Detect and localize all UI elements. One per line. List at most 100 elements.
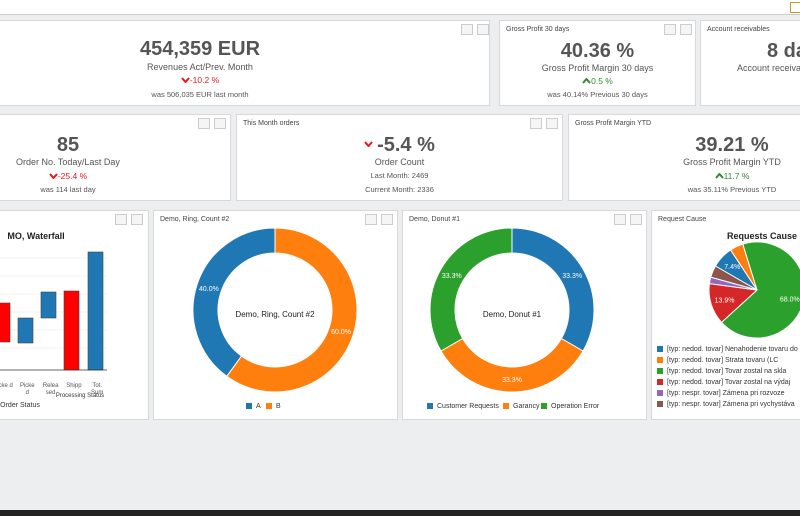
group-label: Processing Status: [56, 393, 104, 399]
kpi-note: was 114 last day: [40, 185, 96, 194]
x-tick-label: Relea sed: [42, 383, 59, 396]
legend-swatch: [657, 368, 663, 374]
legend-text[interactable]: B: [276, 403, 281, 410]
taskbar: [0, 510, 800, 516]
collapse-button[interactable]: [198, 118, 210, 129]
legend-text[interactable]: A: [256, 403, 261, 410]
slice: [429, 227, 513, 352]
expand-button[interactable]: [546, 118, 558, 129]
slice: [192, 227, 276, 378]
legend-swatch: [427, 403, 433, 409]
legend-swatch: [657, 357, 663, 363]
legend-text[interactable]: [typ: nespr. tovar] Zámena pri vychystáv…: [667, 401, 795, 408]
legend-swatch: [246, 403, 252, 409]
x-tick-label: Shipp: [66, 383, 82, 389]
kpi-note: was 40.14% Previous 30 days: [547, 90, 648, 99]
kpi-change: 0.5 %: [499, 76, 696, 86]
kpi-note: was 506,035 EUR last month: [151, 90, 249, 99]
slice: [720, 241, 800, 339]
x-tick-label: Picke d: [19, 383, 35, 396]
expand-button[interactable]: [477, 24, 489, 35]
expand-button[interactable]: [381, 214, 393, 225]
waterfall-bar: [63, 290, 80, 371]
legend-swatch: [657, 401, 663, 407]
kpi-label: Account receivable: [737, 63, 800, 73]
collapse-button[interactable]: [614, 214, 626, 225]
widget-panel: [0, 20, 490, 106]
kpi-value: 85: [56, 134, 80, 156]
value-text: -5.4 %: [377, 134, 435, 156]
kpi-line: Last Month: 2469: [370, 171, 429, 180]
expand-button[interactable]: [680, 24, 692, 35]
change-text: 11.7 %: [723, 171, 750, 181]
slice: [226, 227, 358, 393]
kpi-value: 454,359 EUR: [139, 38, 261, 60]
down-arrow: [181, 77, 190, 84]
legend-text[interactable]: Operation Error: [551, 403, 600, 410]
legend-swatch: [657, 346, 663, 352]
waterfall-bar: [0, 302, 11, 343]
panel-header: Demo, Donut #1: [409, 216, 460, 223]
panel-header: Demo, Ring, Count #2: [160, 216, 230, 223]
legend-swatch: [266, 403, 272, 409]
legend-swatch: [657, 379, 663, 385]
collapse-button[interactable]: [664, 24, 676, 35]
kpi-label: Order Count: [374, 157, 425, 167]
waterfall-bar: [40, 291, 57, 319]
kpi-value: 39.21 %: [695, 134, 769, 156]
kpi-change: 11.7 %: [632, 171, 800, 181]
legend-text[interactable]: [typ: nespr. tovar] Zámena pri rozvoze: [667, 390, 785, 397]
legend-text[interactable]: [typ: nedod. tovar] Tovar zostal na výda…: [667, 379, 791, 386]
kpi-label: Gross Profit Margin 30 days: [541, 63, 654, 73]
value-label: 68.0%: [780, 296, 800, 303]
waterfall-bar: [17, 317, 34, 344]
legend-text[interactable]: [typ: nedod. tovar] Strata tovaru (LC: [667, 357, 779, 364]
change-text: 0.5 %: [591, 76, 613, 86]
legend-item: B: [266, 403, 281, 410]
collapse-button[interactable]: [530, 118, 542, 129]
panel-header: Request Cause: [658, 216, 707, 223]
kpi-value: -5.4 %: [236, 134, 563, 157]
down-arrow: [49, 173, 58, 180]
panel-header: Account receivables: [707, 26, 770, 33]
up-arrow: [714, 172, 724, 179]
expand-button[interactable]: [630, 214, 642, 225]
kpi-change: -25.4 %: [0, 171, 136, 181]
kpi-label: Order No. Today/Last Day: [16, 157, 120, 167]
corner-icon[interactable]: [790, 2, 800, 13]
collapse-button[interactable]: [461, 24, 473, 35]
legend-item: Operation Error: [541, 403, 599, 410]
collapse-button[interactable]: [115, 214, 127, 225]
x-tick-label: Tot. Sum: [91, 383, 104, 396]
widget-panel: [0, 114, 231, 201]
kpi-label: Gross Profit Margin YTD: [683, 157, 781, 167]
value-label: 33.3%: [562, 273, 582, 280]
value-label: 13.9%: [715, 298, 735, 305]
kpi-note: was 35.11% Previous YTD: [687, 185, 777, 194]
collapse-button[interactable]: [365, 214, 377, 225]
value-label: 33.3%: [442, 273, 462, 280]
widget-panel: This Month orders: [236, 114, 563, 201]
value-label: 33.3%: [502, 377, 522, 384]
legend-text[interactable]: Garancy: [513, 403, 540, 410]
legend-item: [typ: nedod. tovar] Tovar zostal na výda…: [657, 379, 790, 386]
legend-item: [typ: nespr. tovar] Zámena pri rozvoze: [657, 390, 785, 397]
expand-button[interactable]: [214, 118, 226, 129]
widget-panel: Gross Profit Margin YTD: [568, 114, 800, 201]
center-label: Demo, Donut #1: [483, 310, 542, 319]
legend-text[interactable]: Customer Requests: [437, 403, 499, 410]
top-bar: [0, 0, 800, 15]
value-label: 7.4%: [724, 264, 740, 271]
expand-button[interactable]: [131, 214, 143, 225]
chart-title: MO, Waterfall: [7, 231, 64, 241]
value-label: 60.0%: [331, 329, 351, 336]
legend-swatch: [503, 403, 509, 409]
kpi-change: -10.2 %: [50, 75, 350, 85]
legend-text[interactable]: [typ: nedod. tovar] Nenahodenie tovaru d…: [667, 346, 800, 353]
legend-swatch: [541, 403, 547, 409]
legend-text[interactable]: [typ: nedod. tovar] Tovar zostal na skla: [667, 368, 787, 375]
slice: [710, 265, 758, 291]
change-text: -25.4 %: [57, 171, 88, 181]
